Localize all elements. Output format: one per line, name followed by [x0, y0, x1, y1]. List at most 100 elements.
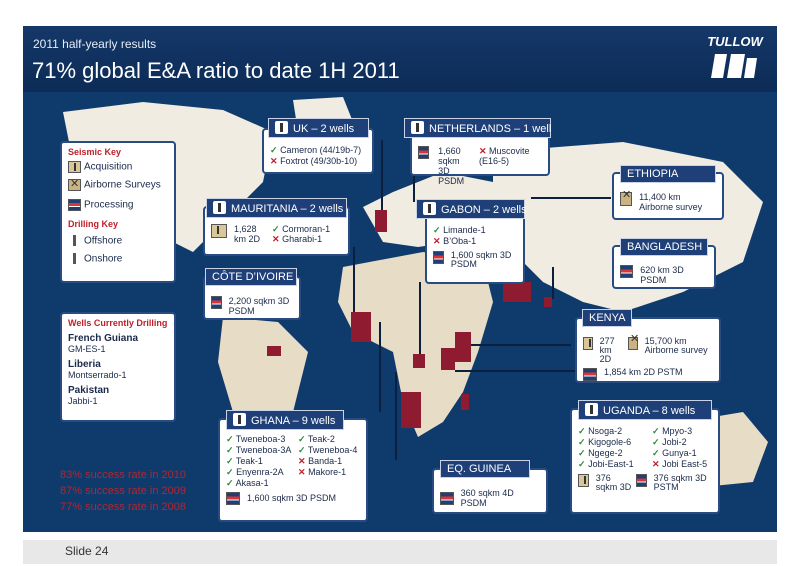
- drilling-entry-liberia: Liberia Montserrado-1: [68, 359, 168, 380]
- well-name: Gunya-1: [662, 448, 697, 458]
- connector-gabon: [419, 282, 421, 354]
- well-name: B’Oba-1: [443, 236, 477, 246]
- well-name: Gharabi-1: [282, 234, 323, 244]
- seismic-value: 277 km 2D: [599, 336, 615, 364]
- logo-wordmark: TULLOW: [707, 34, 763, 49]
- well-name: Jobi East-5: [662, 459, 708, 469]
- seismic-value: 620 km 3D PSDM: [640, 265, 684, 285]
- seismic-value: 15,700 km Airborne survey: [644, 336, 708, 355]
- well-entry: ✓ Tweneboa-3A: [226, 445, 292, 456]
- well-entry: ✓ Gunya-1: [652, 448, 707, 459]
- well-name: Cameron (44/19b-7): [280, 145, 362, 155]
- well-name: Enyenra-2A: [236, 467, 284, 477]
- well-name: Muscovite (E16-5): [478, 146, 530, 166]
- processing-icon: [226, 492, 240, 505]
- mauritania-title: MAURITANIA – 2 wells: [231, 203, 344, 215]
- bangladesh-title: BANGLADESH: [627, 241, 703, 253]
- key-processing: Processing: [68, 199, 168, 211]
- well-entry: ✓ Enyenra-2A: [226, 467, 292, 478]
- well-entry: ✓ Limande-1: [433, 225, 517, 236]
- kenya-title: KENYA: [589, 312, 626, 324]
- well-entry: ✓ Teak-2: [298, 434, 357, 445]
- cote-divoire-title-bar: CÔTE D’IVOIRE: [205, 268, 297, 286]
- key-acquisition: Acquisition: [68, 161, 168, 173]
- success-check-icon: ✓: [226, 445, 234, 455]
- well-entry: ✓ Mpyo-3: [652, 426, 707, 437]
- well-entry: ✕ Makore-1: [298, 467, 357, 478]
- airborne-survey-icon: [620, 190, 633, 206]
- processing-icon: [440, 491, 454, 505]
- drilling-well: Jabbi-1: [68, 396, 98, 406]
- success-check-icon: ✓: [226, 467, 234, 477]
- acquisition-icon: [68, 161, 81, 173]
- well-entry: ✓ Cormoran-1: [272, 224, 330, 234]
- key-offshore-label: Offshore: [84, 235, 123, 247]
- slide-footer: Slide 24: [23, 540, 777, 564]
- failure-cross-icon: ✕: [298, 467, 306, 477]
- gabon-highlight: [413, 354, 425, 368]
- angola-highlight: [401, 392, 421, 428]
- offshore-rig-icon: [233, 413, 246, 426]
- acquisition-icon: [583, 337, 593, 350]
- acquisition-icon: [211, 224, 227, 238]
- well-name: Tweneboa-4: [307, 445, 358, 455]
- bangladesh-title-bar: BANGLADESH: [620, 238, 708, 256]
- well-name: Mpyo-3: [662, 426, 693, 436]
- wells-drilling-panel: Wells Currently Drilling French Guiana G…: [60, 312, 176, 422]
- well-name: Tweneboa-3: [235, 434, 286, 444]
- well-name: Kigogole-6: [588, 437, 632, 447]
- drilling-country: Pakistan: [68, 385, 110, 396]
- well-name: Tweneboa-3A: [235, 445, 292, 455]
- seismic-value: 376 sqkm 3D: [595, 473, 632, 492]
- uganda-title-bar: UGANDA – 8 wells: [578, 400, 712, 420]
- eqguinea-title-bar: EQ. GUINEA: [440, 460, 530, 478]
- well-entry: ✕ Jobi East-5: [652, 459, 707, 470]
- processing-icon: [583, 368, 597, 381]
- seismic-value: 1,628 km 2D: [234, 224, 261, 244]
- seismic-value: 2,200 sqkm 3D PSDM: [228, 296, 290, 316]
- uk-highlight: [375, 210, 387, 232]
- bangladesh-highlight: [544, 297, 552, 307]
- acquisition-icon: [578, 474, 589, 487]
- success-check-icon: ✓: [298, 445, 306, 455]
- success-check-icon: ✓: [652, 448, 660, 458]
- gabon-title: GABON – 2 wells: [441, 204, 527, 216]
- kenya-panel: 277 km 2D 15,700 km Airborne survey 1,85…: [575, 317, 721, 383]
- connector-ghana: [379, 322, 381, 412]
- processing-icon: [211, 296, 222, 309]
- seismic-value: 1,854 km 2D PSTM: [604, 367, 683, 377]
- well-entry: ✕ Foxtrot (49/30b-10): [270, 156, 366, 167]
- well-name: Teak-1: [235, 456, 263, 466]
- success-check-icon: ✓: [652, 437, 660, 447]
- eqguinea-title: EQ. GUINEA: [447, 463, 512, 475]
- drilling-key-title: Drilling Key: [68, 219, 119, 229]
- success-check-icon: ✓: [298, 434, 306, 444]
- slide-number: Slide 24: [65, 544, 109, 558]
- wells-drilling-title: Wells Currently Drilling: [68, 318, 168, 328]
- key-airborne: Airborne Surveys: [68, 177, 168, 191]
- seismic-value: 360 sqkm 4D PSDM: [460, 488, 514, 508]
- connector-bangladesh: [552, 267, 554, 299]
- seismic-value: 11,400 km Airborne survey: [639, 192, 703, 212]
- key-offshore: Offshore: [68, 235, 168, 247]
- success-check-icon: ✓: [226, 434, 234, 444]
- success-check-icon: ✓: [652, 426, 660, 436]
- kenya-highlight: [455, 332, 471, 362]
- seismic-value: 1,660 sqkm 3D PSDM: [438, 146, 465, 186]
- offshore-rig-icon: [275, 121, 288, 134]
- processing-icon: [433, 251, 444, 264]
- uganda-title: UGANDA – 8 wells: [603, 405, 696, 417]
- drilling-country: French Guiana: [68, 333, 139, 344]
- ethiopia-title-bar: ETHIOPIA: [620, 165, 716, 183]
- gabon-title-bar: GABON – 2 wells: [416, 199, 527, 219]
- well-entry: ✓ Ngege-2: [578, 448, 646, 459]
- well-entry: ✓ Akasa-1: [226, 478, 292, 489]
- success-check-icon: ✓: [226, 478, 234, 488]
- well-name: Ngege-2: [588, 448, 623, 458]
- connector-kenya: [471, 344, 571, 346]
- well-entry: ✓ Jobi-2: [652, 437, 707, 448]
- success-check-icon: ✓: [226, 456, 234, 466]
- key-acquisition-label: Acquisition: [84, 161, 133, 173]
- well-name: Limande-1: [443, 225, 486, 235]
- well-entry: ✓ Nsoga-2: [578, 426, 646, 437]
